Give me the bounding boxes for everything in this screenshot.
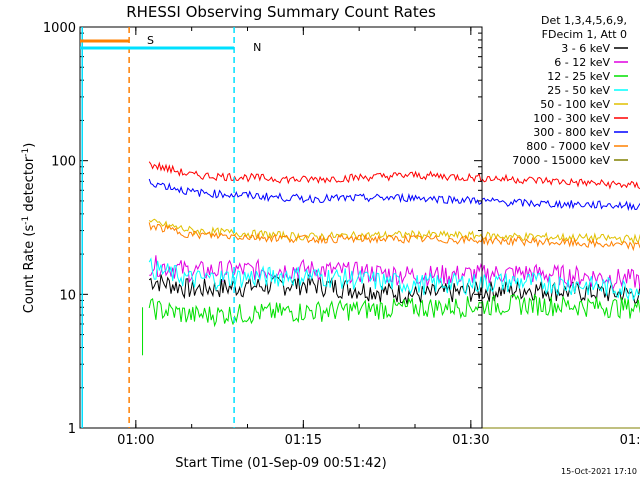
series-line bbox=[149, 255, 640, 290]
x-tick-label: 01:15 bbox=[285, 433, 322, 448]
legend-label: 12 - 25 keV bbox=[547, 70, 610, 83]
legend-label: 25 - 50 keV bbox=[547, 84, 610, 97]
x-tick-label: 01:00 bbox=[117, 433, 154, 448]
legend-label: 3 - 6 keV bbox=[561, 42, 610, 55]
x-tick-label: 01:30 bbox=[452, 433, 489, 448]
legend-label: 300 - 800 keV bbox=[533, 126, 610, 139]
y-tick-label: 10 bbox=[59, 288, 76, 303]
series-line bbox=[148, 178, 640, 212]
legend: Det 1,3,4,5,6,9, FDecim 1, Att 0 3 - 6 k… bbox=[512, 14, 628, 167]
y-axis-label-part3: ) bbox=[22, 143, 37, 148]
series-line bbox=[148, 257, 640, 302]
series-line bbox=[148, 222, 640, 252]
y-tick-label: 1000 bbox=[43, 21, 76, 36]
legend-label: 7000 - 15000 keV bbox=[512, 154, 610, 167]
plot-frame bbox=[79, 26, 483, 429]
legend-label: 800 - 7000 keV bbox=[526, 140, 610, 153]
plot-area bbox=[142, 161, 640, 429]
y-axis-label-part2: detector bbox=[22, 156, 37, 216]
y-tick-label: 100 bbox=[51, 155, 76, 170]
y-tick-label: 1 bbox=[68, 422, 76, 437]
legend-label: 6 - 12 keV bbox=[554, 56, 610, 69]
legend-label: 50 - 100 keV bbox=[540, 98, 610, 111]
flag-label: N bbox=[253, 41, 261, 54]
legend-label: 100 - 300 keV bbox=[533, 112, 610, 125]
chart-title: RHESSI Observing Summary Count Rates bbox=[126, 3, 436, 21]
legend-header-line2: FDecim 1, Att 0 bbox=[542, 28, 627, 41]
y-axis-label-sup2: -1 bbox=[21, 148, 31, 157]
flag-label: S bbox=[147, 34, 154, 47]
axes: 01:0001:1501:3001:4502:0002:1502:3011010… bbox=[43, 21, 640, 448]
legend-header-line1: Det 1,3,4,5,6,9, bbox=[541, 14, 627, 27]
x-axis-label: Start Time (01-Sep-09 00:51:42) bbox=[175, 456, 386, 471]
x-tick-label: 01:45 bbox=[620, 433, 640, 448]
status-flags: SN bbox=[80, 27, 261, 428]
y-axis-label: Count Rate (s-1 detector-1) bbox=[21, 143, 37, 314]
series-line bbox=[148, 161, 640, 190]
y-axis-label-sup1: -1 bbox=[21, 216, 31, 225]
series-line bbox=[148, 293, 640, 328]
series-line bbox=[148, 274, 640, 305]
y-axis-label-part1: Count Rate (s bbox=[22, 225, 37, 314]
series-line bbox=[148, 218, 640, 245]
footer-timestamp: 15-Oct-2021 17:10 bbox=[561, 467, 637, 476]
